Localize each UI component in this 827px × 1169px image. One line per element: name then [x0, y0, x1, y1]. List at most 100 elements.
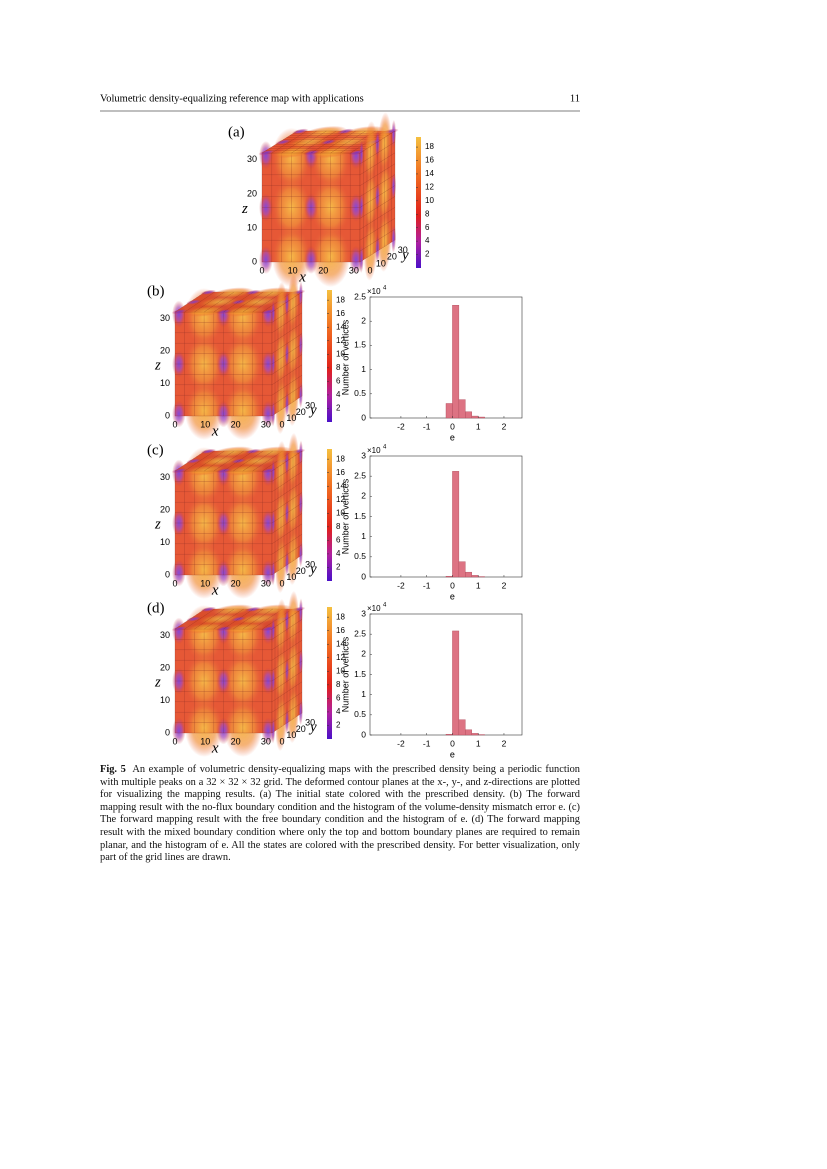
density-low — [284, 707, 290, 735]
mesh-line — [233, 292, 263, 312]
x-tick-label: 10 — [288, 265, 298, 275]
y-axis-label: y — [308, 561, 317, 577]
scale-base: ×10 — [367, 446, 381, 455]
scale-base: ×10 — [367, 604, 381, 613]
density-low — [358, 192, 364, 221]
colorbar-tick-label: 16 — [336, 626, 345, 635]
mesh-line — [291, 131, 326, 153]
mesh-line — [194, 292, 224, 312]
hist-y-tick-label: 1 — [361, 689, 366, 699]
density-low — [271, 508, 276, 536]
density-low — [284, 290, 290, 318]
density-peak — [223, 651, 263, 711]
x-axis-label: x — [211, 740, 219, 756]
mesh-line — [233, 451, 263, 471]
density-low — [391, 224, 397, 253]
mesh-line — [272, 302, 302, 322]
mesh-line — [204, 609, 234, 629]
x-tick-label: 20 — [318, 265, 328, 275]
density-low — [298, 698, 303, 726]
page-number: 11 — [570, 93, 580, 104]
caption-text: An example of volumetric density-equaliz… — [100, 764, 581, 864]
density-peak — [184, 493, 224, 553]
density-low — [172, 717, 186, 745]
y-tick-label: 10 — [286, 413, 296, 423]
density-low — [171, 468, 188, 474]
colorbar — [416, 137, 421, 268]
mesh-line — [214, 451, 244, 471]
mesh-line — [194, 451, 224, 471]
mesh-line — [185, 609, 215, 629]
colorbar — [327, 290, 332, 422]
density-peak — [275, 440, 288, 500]
density-low — [391, 119, 397, 149]
mesh-line — [311, 131, 346, 153]
y-tick-label: 20 — [296, 566, 306, 576]
density-low — [298, 440, 303, 468]
density-low — [375, 234, 380, 264]
density-low — [291, 128, 309, 135]
x-tick-label: 0 — [172, 578, 177, 588]
hist-bar — [458, 719, 466, 736]
hist-y-tick-label: 2.5 — [354, 470, 366, 480]
density-peak — [287, 320, 300, 380]
hist-y-tick-label: 0 — [361, 729, 366, 739]
density-low — [172, 509, 186, 537]
mesh-line — [360, 240, 395, 262]
hist-y-tick-label: 0 — [361, 571, 366, 581]
density-low — [284, 449, 290, 477]
panel-label: (c) — [147, 442, 164, 458]
density-low — [271, 299, 276, 327]
hist-bar — [458, 399, 466, 419]
z-tick-label: 10 — [160, 378, 170, 388]
hist-y-label: Number of vertices — [340, 478, 350, 554]
density-low — [216, 559, 231, 587]
density-peak — [223, 464, 266, 476]
mesh-line — [243, 451, 273, 471]
density-peak — [363, 170, 378, 232]
density-low — [298, 381, 303, 409]
colorbar-tick-label: 14 — [336, 639, 345, 648]
mesh-line — [204, 451, 234, 471]
hist-bar — [465, 571, 472, 578]
density-low — [230, 299, 247, 305]
density-peak — [184, 651, 224, 711]
mesh-line — [272, 534, 302, 554]
density-peak — [211, 604, 254, 616]
colorbar-tick-label: 18 — [336, 454, 345, 463]
hist-x-label: e — [450, 591, 455, 601]
density-low — [216, 509, 231, 537]
y-axis-label: y — [400, 247, 409, 263]
density-peak — [184, 622, 227, 634]
mesh-line — [224, 292, 254, 312]
mesh-line — [272, 313, 302, 333]
density-low — [358, 244, 364, 274]
caption: Fig. 5 An example of volumetric density-… — [100, 764, 580, 865]
z-tick-label: 0 — [165, 727, 170, 737]
density-low — [298, 490, 303, 518]
mesh-line — [272, 609, 302, 629]
density-peak — [184, 381, 224, 440]
density-peak — [275, 598, 288, 658]
y-tick-label: 0 — [367, 265, 372, 275]
colorbar-tick-label: 14 — [336, 322, 345, 331]
hist-y-tick-label: 2 — [361, 491, 366, 501]
mesh-line — [321, 131, 356, 153]
z-tick-label: 30 — [160, 313, 170, 323]
cube-side — [271, 426, 303, 599]
density-low — [271, 458, 276, 486]
density-peak — [311, 176, 351, 239]
scale-power: 4 — [383, 286, 387, 292]
density-peak — [275, 692, 288, 752]
density-peak — [223, 381, 263, 440]
colorbar-tick-label: 18 — [336, 612, 345, 621]
mesh-line — [360, 207, 395, 229]
mesh-line — [272, 396, 302, 416]
hist-y-tick-label: 2 — [361, 315, 366, 325]
density-peak — [363, 219, 378, 281]
scale-power: 4 — [383, 603, 387, 609]
density-low — [284, 340, 290, 368]
hist-y-tick-label: 2.5 — [354, 291, 366, 301]
mesh-line — [272, 344, 302, 364]
